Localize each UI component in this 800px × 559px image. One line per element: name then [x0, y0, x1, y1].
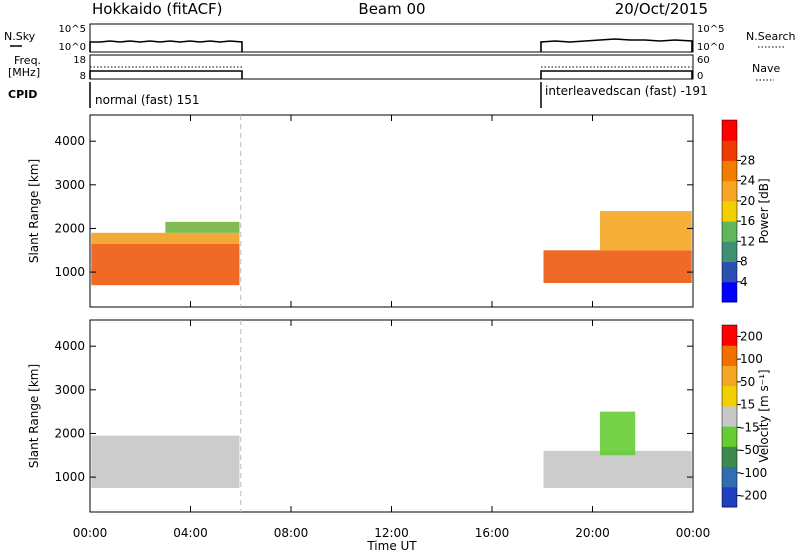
time-axis: 00:00 04:00 08:00 12:00 16:00 20:00 00:00 [73, 115, 711, 540]
cpid-segment-2: interleavedscan (fast) -191 [545, 84, 708, 98]
power-panel-colorbar-label-3: 16 [740, 214, 755, 228]
power-colorbar-label: Power [dB] [757, 178, 771, 243]
time-axis-label: Time UT [366, 539, 417, 553]
power-y-axis: 1000 2000 3000 4000 [54, 134, 693, 279]
power-panel-colorbar-label-6: 28 [740, 153, 755, 167]
power-panel-colorbar-label-5: 24 [740, 174, 755, 188]
cpid-segment-1: normal (fast) 151 [95, 93, 199, 107]
nave-label: Nave [752, 62, 780, 75]
velocity-panel-colorbar-swatch-7 [722, 345, 737, 366]
velocity-panel-ytick-label-0: 1000 [54, 470, 85, 484]
freq-trace-2 [540, 70, 693, 79]
velocity-panel-colorbar-label-5: -50 [740, 443, 760, 457]
nsky-trace-2 [540, 38, 693, 52]
time-tick-label-1: 04:00 [173, 526, 208, 540]
velocity-panel-colorbar-swatch-0 [722, 486, 737, 508]
velocity-panel-colorbar-label-2: 50 [740, 375, 755, 389]
power-panel-colorbar-swatch-5 [722, 180, 737, 202]
velocity-panel-colorbar-swatch-4 [722, 405, 737, 427]
velocity-ylabel: Slant Range [km] [27, 364, 41, 468]
power-panel-colorbar-label-2: 12 [740, 234, 755, 248]
time-tick-label-4: 16:00 [475, 526, 510, 540]
velocity-panel-colorbar-label-1: 100 [740, 352, 763, 366]
power-panel-region-3 [543, 250, 692, 283]
beam-title: Beam 00 [358, 0, 425, 18]
nsky-trace-1 [89, 40, 243, 52]
power-colorbar: 4 8 12 16 20 24 28 [721, 119, 755, 303]
time-tick-label-2: 08:00 [274, 526, 309, 540]
cpid-panel: CPID normal (fast) 151 interleavedscan (… [8, 82, 708, 108]
velocity-panel-region-2 [600, 411, 636, 456]
power-panel-colorbar-swatch-7 [722, 140, 737, 161]
power-panel-region-1 [91, 232, 240, 244]
time-tick-label-5: 20:00 [575, 526, 610, 540]
nsky-tick-top: 10^5 [59, 24, 86, 35]
power-panel: 1000 2000 3000 4000 Slant Range [km] 4 8 12 16… [27, 114, 771, 308]
velocity-panel-ytick-label-2: 3000 [54, 383, 85, 397]
power-panel-colorbar-swatch-8 [722, 120, 737, 141]
nsearch-label: N.Search [746, 30, 796, 43]
power-panel-colorbar-swatch-3 [722, 221, 737, 242]
nsearch-tick-top: 10^5 [697, 24, 724, 35]
power-ylabel: Slant Range [km] [27, 159, 41, 263]
velocity-panel-ytick-label-1: 2000 [54, 426, 85, 440]
station-title: Hokkaido (fitACF) [92, 0, 223, 18]
power-panel-colorbar-swatch-2 [722, 241, 737, 263]
freq-panel: Freq. [MHz] 18 8 60 0 Nave [8, 54, 780, 82]
velocity-colorbar-label: Velocity [m s⁻¹] [757, 369, 771, 462]
time-tick-label-6: 00:00 [676, 526, 711, 540]
nsky-panel: N.Sky 10^5 10^0 10^5 10^0 N.Search [4, 23, 796, 53]
nave-tick-top: 60 [697, 55, 710, 66]
date-title: 20/Oct/2015 [615, 0, 708, 18]
velocity-panel-region-1 [543, 450, 692, 488]
power-panel-colorbar-label-4: 20 [740, 194, 755, 208]
power-panel-ytick-label-1: 2000 [54, 221, 85, 235]
time-tick-label-3: 12:00 [374, 526, 409, 540]
velocity-panel-colorbar-frame [721, 324, 738, 508]
nsky-tick-bottom: 10^0 [59, 42, 86, 53]
power-panel-ytick-label-3: 4000 [54, 134, 85, 148]
nsearch-tick-bottom: 10^0 [697, 42, 724, 53]
power-panel-region-2 [165, 221, 240, 233]
freq-label: Freq. [14, 54, 41, 67]
cpid-label: CPID [8, 88, 37, 101]
velocity-panel-colorbar-label-4: -15 [740, 420, 760, 434]
velocity-colorbar: 200 100 50 15 -15 -50 -100 -200 [721, 324, 767, 508]
power-panel-colorbar-swatch-0 [722, 281, 737, 303]
freq-trace-1 [89, 70, 243, 79]
time-tick-label-0: 00:00 [73, 526, 108, 540]
power-panel-ytick-label-2: 3000 [54, 178, 85, 192]
velocity-panel-colorbar-label-3: 15 [740, 398, 755, 412]
freq-tick-top: 18 [73, 55, 86, 66]
power-data-regions [91, 115, 692, 307]
power-panel-colorbar-swatch-6 [722, 160, 737, 182]
power-panel-colorbar-swatch-1 [722, 261, 737, 283]
power-panel-colorbar-label-0: 4 [740, 275, 748, 289]
velocity-panel-colorbar-label-6: -100 [740, 466, 767, 480]
freq-unit-label: [MHz] [8, 66, 40, 79]
power-panel-region-4 [600, 211, 692, 251]
freq-tick-bottom: 8 [80, 71, 86, 82]
velocity-panel-colorbar-label-0: 200 [740, 329, 763, 343]
power-panel-ytick-label-0: 1000 [54, 265, 85, 279]
velocity-panel-colorbar-swatch-3 [722, 426, 737, 447]
nsky-label: N.Sky [4, 30, 36, 43]
velocity-panel-colorbar-swatch-5 [722, 385, 737, 407]
velocity-panel-colorbar-swatch-8 [722, 325, 737, 346]
velocity-panel-colorbar-swatch-6 [722, 365, 737, 387]
power-panel-colorbar-frame [721, 119, 738, 303]
power-panel-colorbar-swatch-4 [722, 200, 737, 222]
velocity-data-regions [91, 320, 692, 512]
power-panel-colorbar-label-1: 8 [740, 255, 748, 269]
velocity-panel-colorbar-swatch-2 [722, 446, 737, 468]
velocity-y-axis: 1000 2000 3000 4000 [54, 339, 693, 484]
velocity-panel-ytick-label-3: 4000 [54, 339, 85, 353]
velocity-panel-colorbar-swatch-1 [722, 466, 737, 488]
nave-tick-bottom: 0 [697, 71, 703, 82]
velocity-panel-region-0 [91, 435, 240, 488]
power-panel-region-0 [91, 243, 240, 286]
velocity-panel-colorbar-label-7: -200 [740, 489, 767, 503]
velocity-panel: 1000 2000 3000 4000 Slant Range [km] 200 100… [27, 319, 771, 513]
